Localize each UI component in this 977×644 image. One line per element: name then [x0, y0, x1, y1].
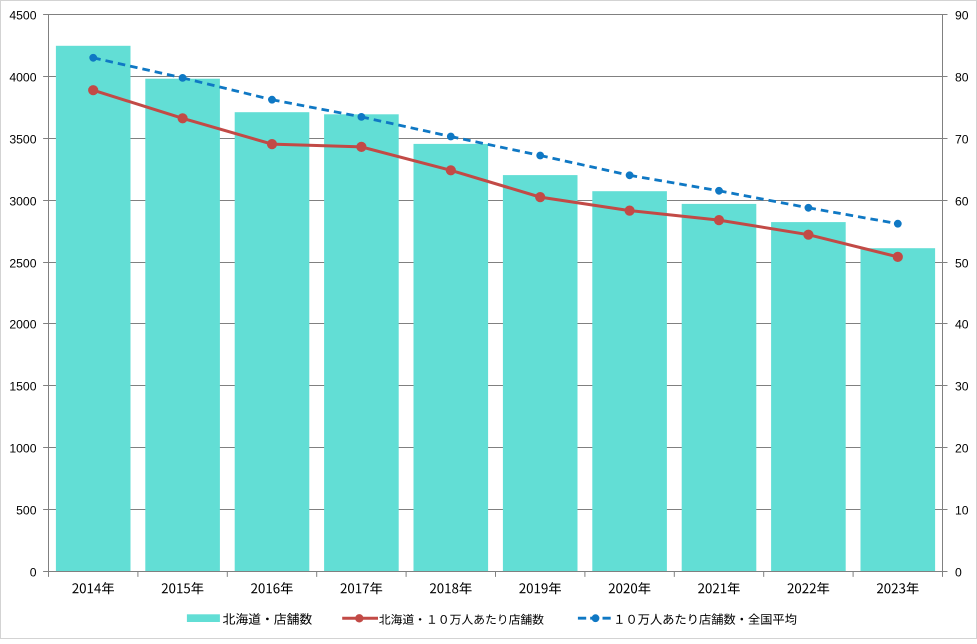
svg-text:30: 30: [955, 379, 969, 393]
svg-text:80: 80: [955, 70, 969, 84]
svg-text:60: 60: [955, 194, 969, 208]
svg-text:70: 70: [955, 132, 969, 146]
svg-text:3500: 3500: [9, 132, 36, 146]
svg-text:90: 90: [955, 8, 969, 22]
svg-text:1500: 1500: [9, 379, 36, 393]
svg-text:4000: 4000: [9, 70, 36, 84]
svg-text:0: 0: [955, 565, 962, 579]
svg-text:2000: 2000: [9, 317, 36, 331]
svg-text:3000: 3000: [9, 194, 36, 208]
svg-text:20: 20: [955, 441, 969, 455]
svg-text:50: 50: [955, 256, 969, 270]
svg-text:4500: 4500: [9, 8, 36, 22]
svg-text:0: 0: [30, 565, 37, 579]
svg-text:500: 500: [16, 503, 37, 517]
svg-text:2500: 2500: [9, 256, 36, 270]
svg-text:1000: 1000: [9, 441, 36, 455]
svg-text:40: 40: [955, 317, 969, 331]
svg-text:10: 10: [955, 503, 969, 517]
